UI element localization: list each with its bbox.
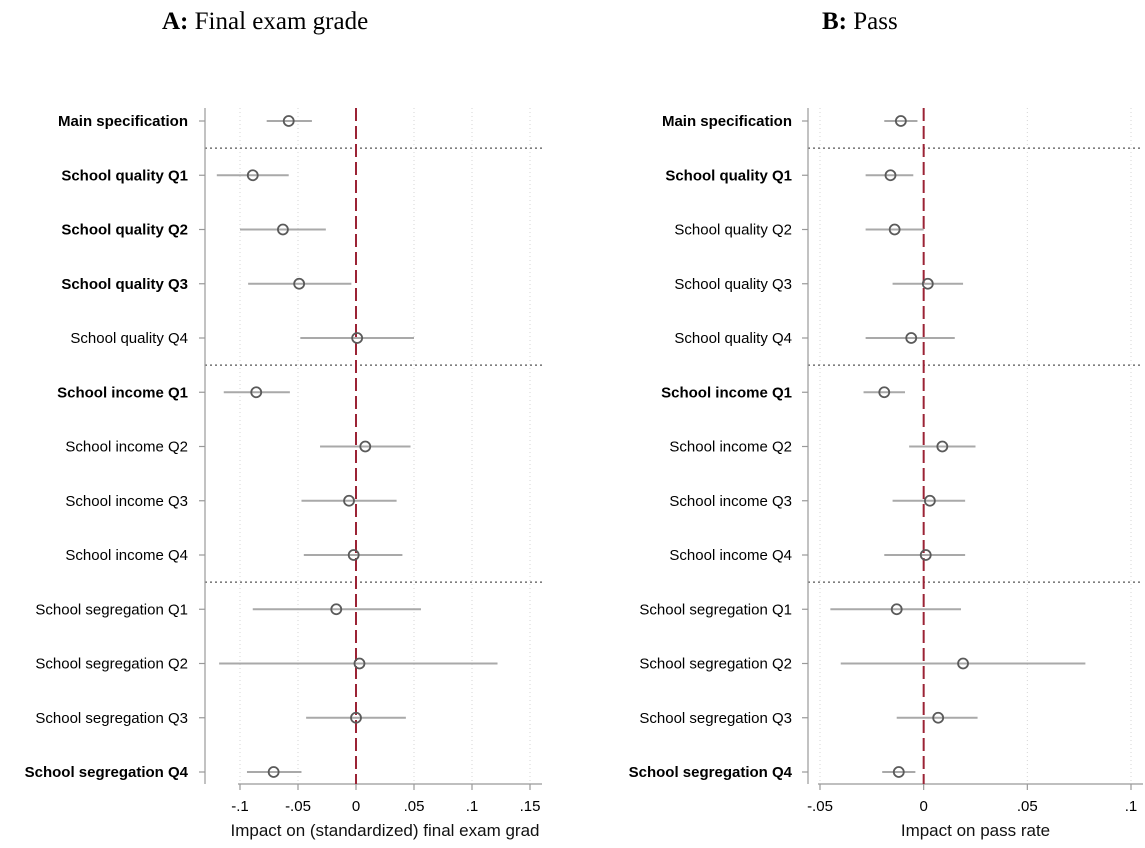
category-label-b-0: Main specification [662,113,792,130]
point-estimate-b-4 [905,332,918,344]
x-tick-label-b-2: .05 [1017,798,1038,815]
x-tick-label-a-1: -.05 [285,798,311,815]
category-label-b-11: School segregation Q3 [639,710,792,727]
point-estimate-b-12 [892,766,905,778]
category-label-a-2: School quality Q2 [61,222,188,239]
point-estimate-a-3 [293,277,306,290]
point-estimate-b-9 [890,603,903,616]
x-tick-label-a-0: -.1 [231,798,249,815]
category-label-a-0: Main specification [58,113,188,130]
point-estimate-b-7 [923,494,936,507]
category-label-a-6: School income Q2 [65,439,188,456]
x-tick-label-a-2: 0 [352,798,360,815]
category-label-b-3: School quality Q3 [674,276,792,293]
point-estimate-a-10 [353,657,366,670]
category-label-a-8: School income Q4 [65,547,188,564]
category-label-a-1: School quality Q1 [61,167,188,184]
point-estimate-a-7 [343,494,355,507]
category-label-a-5: School income Q1 [57,384,188,401]
point-estimate-a-1 [246,169,259,182]
panel-b-title: B: Pass [822,8,898,35]
point-estimate-b-3 [921,277,934,290]
category-label-a-4: School quality Q4 [70,330,188,347]
point-estimate-a-4 [351,332,364,344]
x-tick-label-a-5: .15 [520,798,541,815]
category-label-b-7: School income Q3 [669,493,792,510]
point-estimate-a-8 [347,549,360,561]
category-label-b-12: School segregation Q4 [629,764,793,781]
category-label-a-12: School segregation Q4 [25,764,189,781]
point-estimate-b-11 [932,711,945,724]
category-label-b-5: School income Q1 [661,384,792,401]
x-tick-label-a-3: .05 [404,798,425,815]
point-estimate-b-0 [894,115,907,127]
category-label-a-9: School segregation Q1 [35,601,188,618]
point-estimate-a-11 [350,711,362,724]
category-label-a-3: School quality Q3 [61,276,188,293]
point-estimate-a-2 [277,223,289,236]
category-label-b-2: School quality Q2 [674,222,792,239]
point-estimate-a-9 [330,603,343,616]
x-tick-label-b-0: -.05 [807,798,833,815]
category-label-b-9: School segregation Q1 [639,601,792,618]
x-tick-label-a-4: .1 [466,798,479,815]
x-tick-label-b-1: 0 [919,798,927,815]
point-estimate-a-5 [250,386,263,399]
point-estimate-b-1 [884,169,897,182]
point-estimate-b-2 [888,223,901,236]
point-estimate-b-10 [957,657,969,670]
point-estimate-a-0 [282,115,295,127]
category-label-b-8: School income Q4 [669,547,792,564]
category-label-a-11: School segregation Q3 [35,710,188,727]
category-label-b-10: School segregation Q2 [639,656,792,673]
category-label-a-10: School segregation Q2 [35,656,188,673]
category-label-b-6: School income Q2 [669,439,792,456]
panel-a-title: A: Final exam grade [162,8,369,35]
point-estimate-b-6 [936,440,949,453]
point-estimate-b-8 [919,549,932,561]
category-label-a-7: School income Q3 [65,493,188,510]
category-label-b-1: School quality Q1 [665,167,792,184]
point-estimate-a-12 [267,766,280,778]
x-tick-label-b-3: .1 [1125,798,1138,815]
point-estimate-b-5 [878,386,891,399]
x-axis-title-b: Impact on pass rate [901,821,1050,840]
x-axis-title-a: Impact on (standardized) final exam grad [231,821,540,840]
point-estimate-a-6 [359,440,372,453]
category-label-b-4: School quality Q4 [674,330,792,347]
